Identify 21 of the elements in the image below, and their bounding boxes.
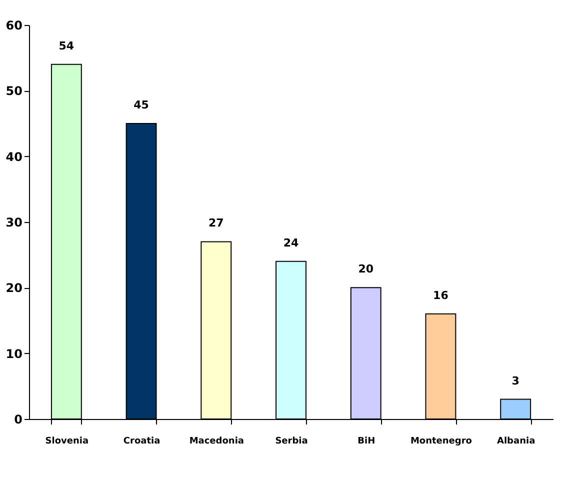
y-tick-label: 10 [6, 346, 22, 361]
data-label: 54 [58, 39, 74, 52]
x-tick-label: Slovenia [45, 436, 89, 446]
data-label: 24 [283, 236, 299, 250]
x-tick-label: Montenegro [410, 436, 472, 446]
x-tick-label: BiH [358, 436, 376, 446]
y-tick-label: 30 [6, 216, 22, 230]
y-tick-label: 40 [6, 150, 22, 164]
x-tick-label: Croatia [123, 436, 160, 446]
data-label: 45 [134, 98, 149, 112]
data-label: 20 [358, 262, 374, 276]
data-label: 3 [512, 374, 520, 388]
x-tick-label: Macedonia [189, 436, 244, 446]
data-label: 27 [208, 216, 224, 230]
y-tick-label: 0 [14, 412, 22, 426]
data-label: 16 [433, 288, 449, 302]
y-tick-label: 50 [6, 84, 22, 98]
y-tick-label: 20 [6, 281, 22, 296]
x-tick-label: Albania [497, 436, 536, 446]
y-tick-label: 60 [6, 18, 22, 32]
x-tick-label: Serbia [275, 436, 308, 446]
